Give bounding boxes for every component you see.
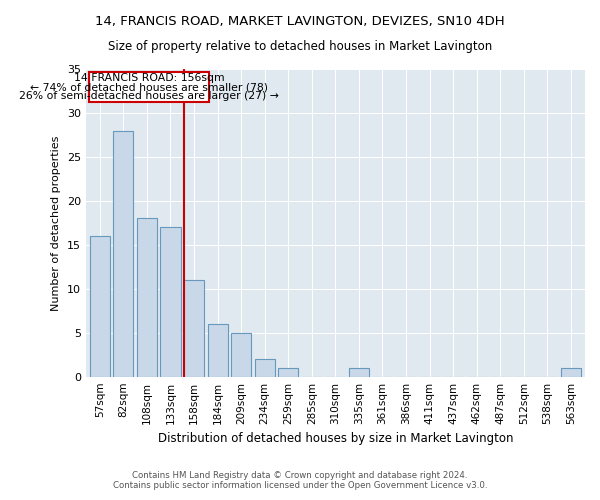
Text: 14 FRANCIS ROAD: 156sqm: 14 FRANCIS ROAD: 156sqm: [74, 74, 224, 84]
Bar: [160, 227, 181, 376]
Bar: [254, 359, 275, 376]
FancyBboxPatch shape: [89, 72, 209, 102]
Bar: [561, 368, 581, 376]
X-axis label: Distribution of detached houses by size in Market Lavington: Distribution of detached houses by size …: [158, 432, 513, 445]
Text: Contains HM Land Registry data © Crown copyright and database right 2024.
Contai: Contains HM Land Registry data © Crown c…: [113, 470, 487, 490]
Text: 26% of semi-detached houses are larger (27) →: 26% of semi-detached houses are larger (…: [19, 90, 279, 101]
Bar: [231, 332, 251, 376]
Bar: [90, 236, 110, 376]
Bar: [137, 218, 157, 376]
Bar: [113, 130, 133, 376]
Bar: [184, 280, 204, 376]
Bar: [278, 368, 298, 376]
Y-axis label: Number of detached properties: Number of detached properties: [51, 135, 61, 310]
Text: ← 74% of detached houses are smaller (78): ← 74% of detached houses are smaller (78…: [31, 82, 268, 92]
Bar: [208, 324, 227, 376]
Text: 14, FRANCIS ROAD, MARKET LAVINGTON, DEVIZES, SN10 4DH: 14, FRANCIS ROAD, MARKET LAVINGTON, DEVI…: [95, 15, 505, 28]
Text: Size of property relative to detached houses in Market Lavington: Size of property relative to detached ho…: [108, 40, 492, 53]
Bar: [349, 368, 369, 376]
